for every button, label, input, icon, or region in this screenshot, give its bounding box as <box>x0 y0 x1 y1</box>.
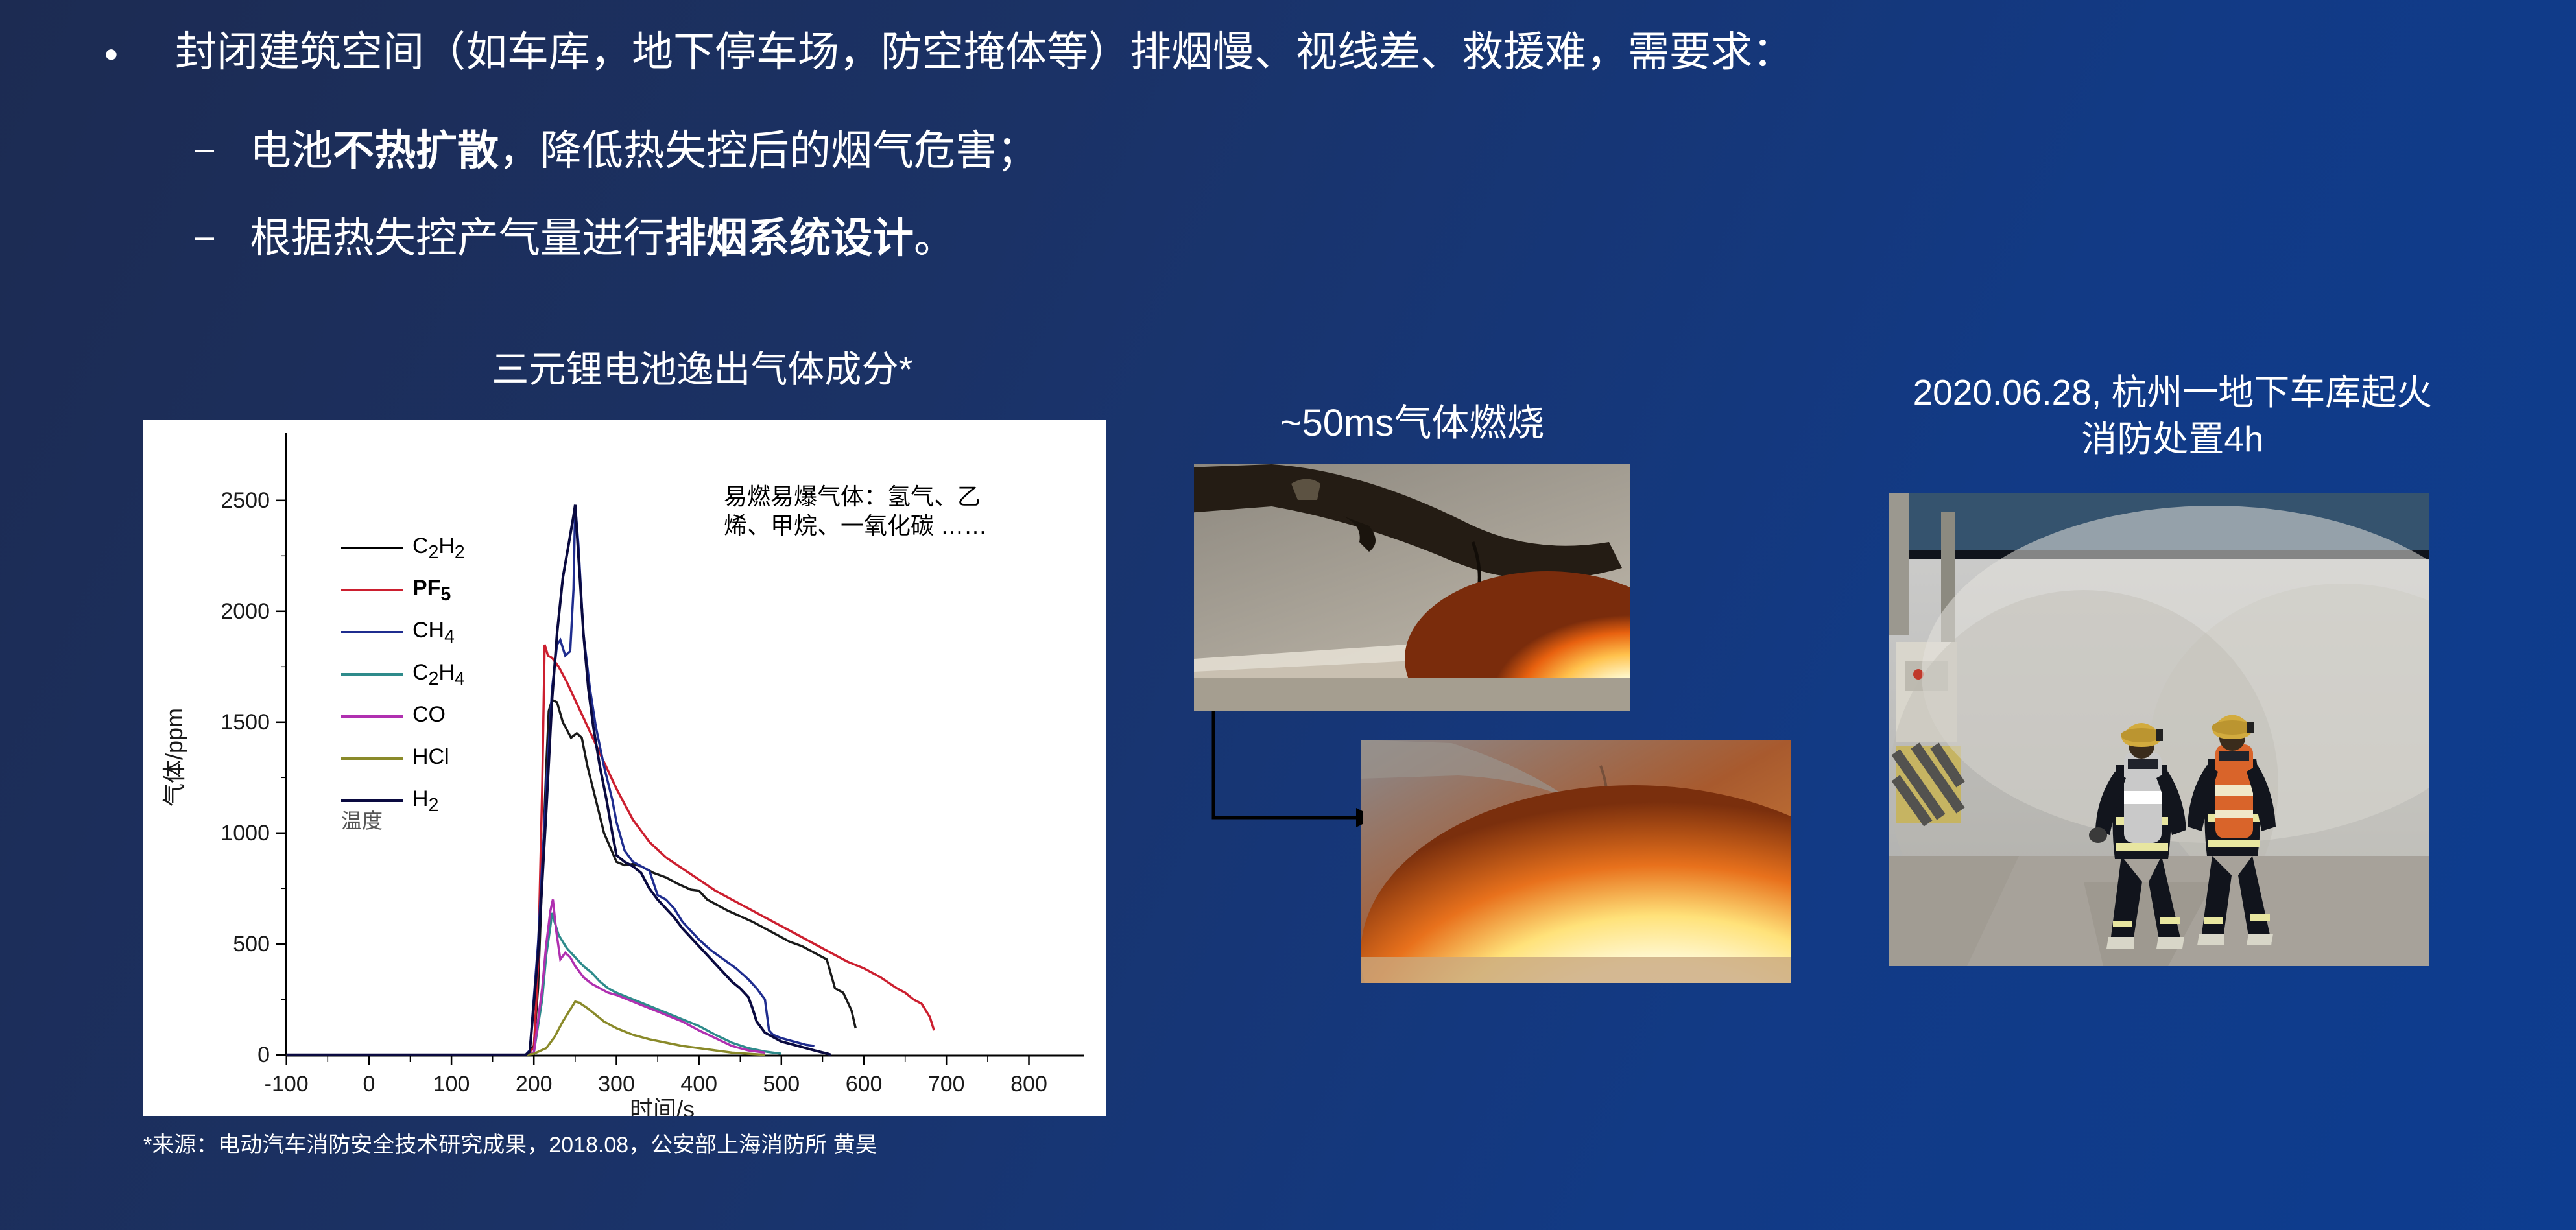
svg-text:500: 500 <box>763 1072 800 1096</box>
svg-text:800: 800 <box>1010 1072 1047 1096</box>
svg-text:-100: -100 <box>265 1072 309 1096</box>
svg-text:700: 700 <box>928 1072 965 1096</box>
svg-text:600: 600 <box>846 1072 883 1096</box>
svg-text:2000: 2000 <box>221 599 270 624</box>
svg-text:200: 200 <box>516 1072 553 1096</box>
svg-text:2500: 2500 <box>221 488 270 513</box>
svg-text:1500: 1500 <box>221 710 270 735</box>
svg-text:400: 400 <box>680 1072 717 1096</box>
svg-text:气体/ppm: 气体/ppm <box>161 708 187 807</box>
svg-text:300: 300 <box>598 1072 635 1096</box>
svg-text:0: 0 <box>257 1043 270 1067</box>
svg-text:100: 100 <box>433 1072 470 1096</box>
svg-text:500: 500 <box>233 932 270 956</box>
svg-text:1000: 1000 <box>221 821 270 846</box>
svg-text:时间/s: 时间/s <box>630 1096 695 1116</box>
svg-text:0: 0 <box>363 1072 375 1096</box>
